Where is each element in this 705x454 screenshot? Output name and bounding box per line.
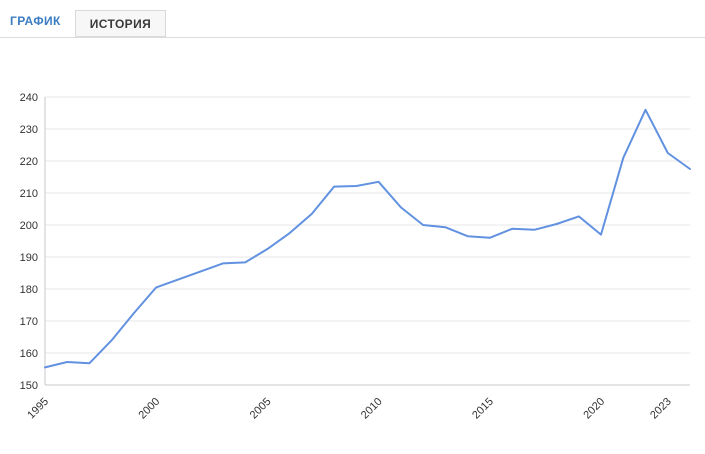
svg-text:2023: 2023 xyxy=(648,396,674,422)
tab-history-label: ИСТОРИЯ xyxy=(89,16,152,31)
svg-text:210: 210 xyxy=(20,188,38,200)
svg-text:230: 230 xyxy=(20,124,38,136)
svg-text:2005: 2005 xyxy=(248,396,274,422)
svg-text:2020: 2020 xyxy=(581,396,607,422)
svg-text:2010: 2010 xyxy=(359,396,385,422)
tab-chart-label: ГРАФИК xyxy=(10,14,61,28)
chart-area: 150 160 170 180 190 200 210 220 230 240 1995 2000 20… xyxy=(0,38,705,454)
tab-bar: ГРАФИК ИСТОРИЯ xyxy=(0,0,705,38)
svg-text:1995: 1995 xyxy=(25,396,51,422)
line-chart: 150 160 170 180 190 200 210 220 230 240 1995 2000 20… xyxy=(20,92,691,422)
tab-history[interactable]: ИСТОРИЯ xyxy=(74,10,167,37)
svg-text:150: 150 xyxy=(20,380,38,392)
svg-text:220: 220 xyxy=(20,156,38,168)
svg-text:240: 240 xyxy=(20,92,38,104)
svg-text:200: 200 xyxy=(20,220,38,232)
svg-text:2000: 2000 xyxy=(137,396,163,422)
svg-text:170: 170 xyxy=(20,316,38,328)
svg-text:2015: 2015 xyxy=(470,396,496,422)
svg-text:190: 190 xyxy=(20,252,38,264)
svg-text:180: 180 xyxy=(20,284,38,296)
svg-text:160: 160 xyxy=(20,348,38,360)
tab-chart[interactable]: ГРАФИК xyxy=(8,14,75,37)
